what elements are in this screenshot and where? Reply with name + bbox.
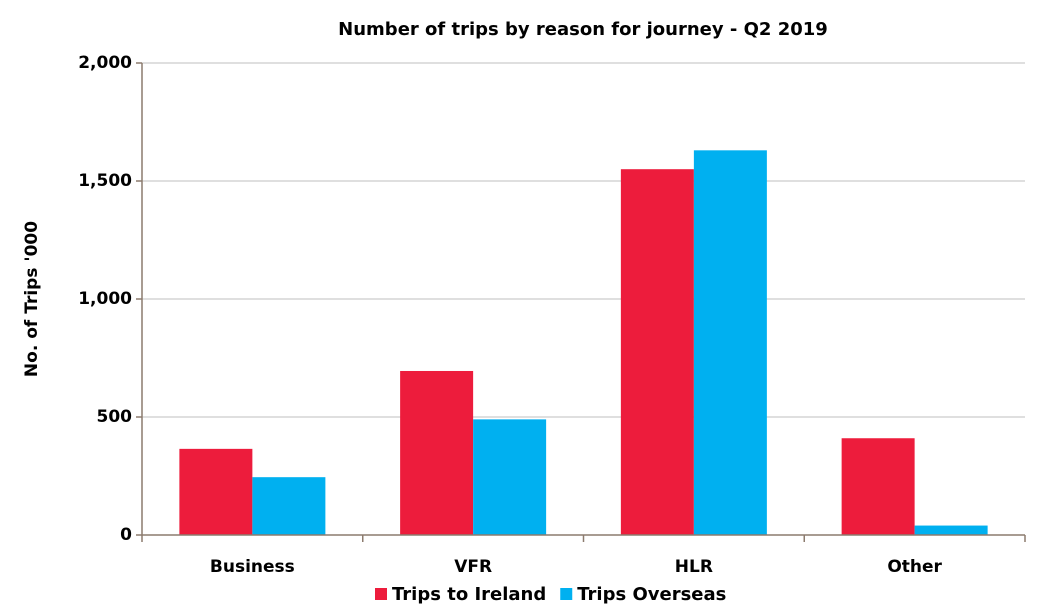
legend-label: Trips to Ireland (392, 584, 546, 605)
x-tick-label: HLR (675, 557, 713, 577)
y-tick-label: 1,000 (78, 289, 132, 309)
y-tick-label: 0 (120, 525, 132, 545)
chart-title: Number of trips by reason for journey - … (338, 19, 828, 40)
y-axis-label: No. of Trips '000 (22, 221, 42, 377)
y-tick-label: 1,500 (78, 171, 132, 191)
bar (179, 448, 253, 535)
bar (252, 477, 326, 535)
bar (620, 169, 694, 535)
bar (841, 438, 915, 535)
bar (693, 150, 767, 535)
legend-swatch (560, 588, 573, 600)
bar (473, 419, 547, 535)
x-tick-label: Other (887, 557, 942, 577)
bar (914, 525, 988, 535)
y-tick-label: 2,000 (78, 53, 132, 73)
bar (400, 370, 474, 535)
x-tick-label: VFR (454, 557, 492, 577)
x-tick-label: Business (210, 557, 295, 577)
legend-swatch (375, 588, 387, 600)
y-tick-label: 500 (97, 407, 133, 427)
legend-label: Trips Overseas (577, 584, 726, 605)
